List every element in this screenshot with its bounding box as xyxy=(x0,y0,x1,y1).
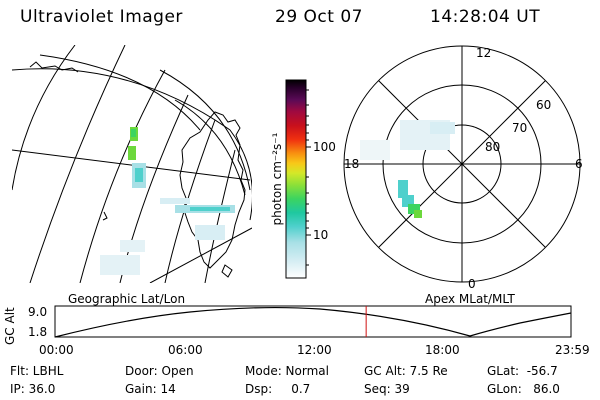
geo-map-label: Geographic Lat/Lon xyxy=(68,292,186,306)
grid-line xyxy=(149,227,252,283)
orbit-xtick: 06:00 xyxy=(168,343,203,357)
colorbar-unit-label: photon cm⁻²s⁻¹ xyxy=(270,132,284,226)
orbit-ytick-high: 9.0 xyxy=(28,305,48,319)
status-gc-alt: GC Alt: 7.5 Re xyxy=(364,364,448,378)
mlt-label-6: 6 xyxy=(575,157,583,171)
orbit-xtick: 00:00 xyxy=(39,343,74,357)
coastline xyxy=(29,61,79,73)
colorbar-tick-100: 100 xyxy=(313,140,336,154)
meridian-line xyxy=(79,69,166,283)
colorbar-tick-10: 10 xyxy=(313,228,329,242)
status-filter: Flt: LBHL xyxy=(10,364,64,378)
mlt-label-18: 18 xyxy=(344,157,360,171)
latitude-arc xyxy=(159,69,251,191)
status-mode: Mode: Normal xyxy=(245,364,329,378)
date-label: 29 Oct 07 xyxy=(275,7,363,27)
meridian-line xyxy=(29,45,126,283)
orbit-xtick: 12:00 xyxy=(297,343,332,357)
status-ip: IP: 36.0 xyxy=(10,382,56,396)
latitude-arc xyxy=(12,68,252,221)
mlt-label-12: 12 xyxy=(476,46,492,60)
latitude-arc xyxy=(174,99,246,196)
mlat-label-70: 70 xyxy=(512,121,528,135)
orbit-xtick: 23:59 xyxy=(555,343,590,357)
mlt-label-0: 0 xyxy=(468,277,476,291)
meridian-line xyxy=(204,149,236,283)
mlat-label-60: 60 xyxy=(536,98,552,112)
aurora-emission-polar xyxy=(360,120,455,218)
time-label: 14:28:04 UT xyxy=(430,7,541,27)
meridian-line xyxy=(119,94,189,283)
aurora-emission-geo xyxy=(100,127,235,275)
coastline xyxy=(179,111,246,269)
latitude-arc xyxy=(39,54,201,131)
instrument-title: Ultraviolet Imager xyxy=(20,7,183,27)
status-glon: GLon: 86.0 xyxy=(487,382,560,396)
meridian-line xyxy=(12,45,76,191)
status-seq: Seq: 39 xyxy=(364,382,410,396)
coastline xyxy=(102,211,108,221)
altitude-curve xyxy=(54,306,572,338)
status-glat: GLat: -56.7 xyxy=(487,364,558,378)
mlat-label-80: 80 xyxy=(485,140,501,154)
coastline xyxy=(221,264,233,278)
orbit-ytick-low: 1.8 xyxy=(28,325,48,339)
orbit-ylabel: GC Alt xyxy=(3,307,17,345)
status-gain: Gain: 14 xyxy=(125,382,176,396)
status-door: Door: Open xyxy=(125,364,194,378)
orbit-xtick: 18:00 xyxy=(425,343,460,357)
polar-map-label: Apex MLat/MLT xyxy=(425,292,515,306)
grid-line xyxy=(12,149,251,181)
meridian-line xyxy=(164,119,216,283)
status-dsp: Dsp: 0.7 xyxy=(245,382,311,396)
